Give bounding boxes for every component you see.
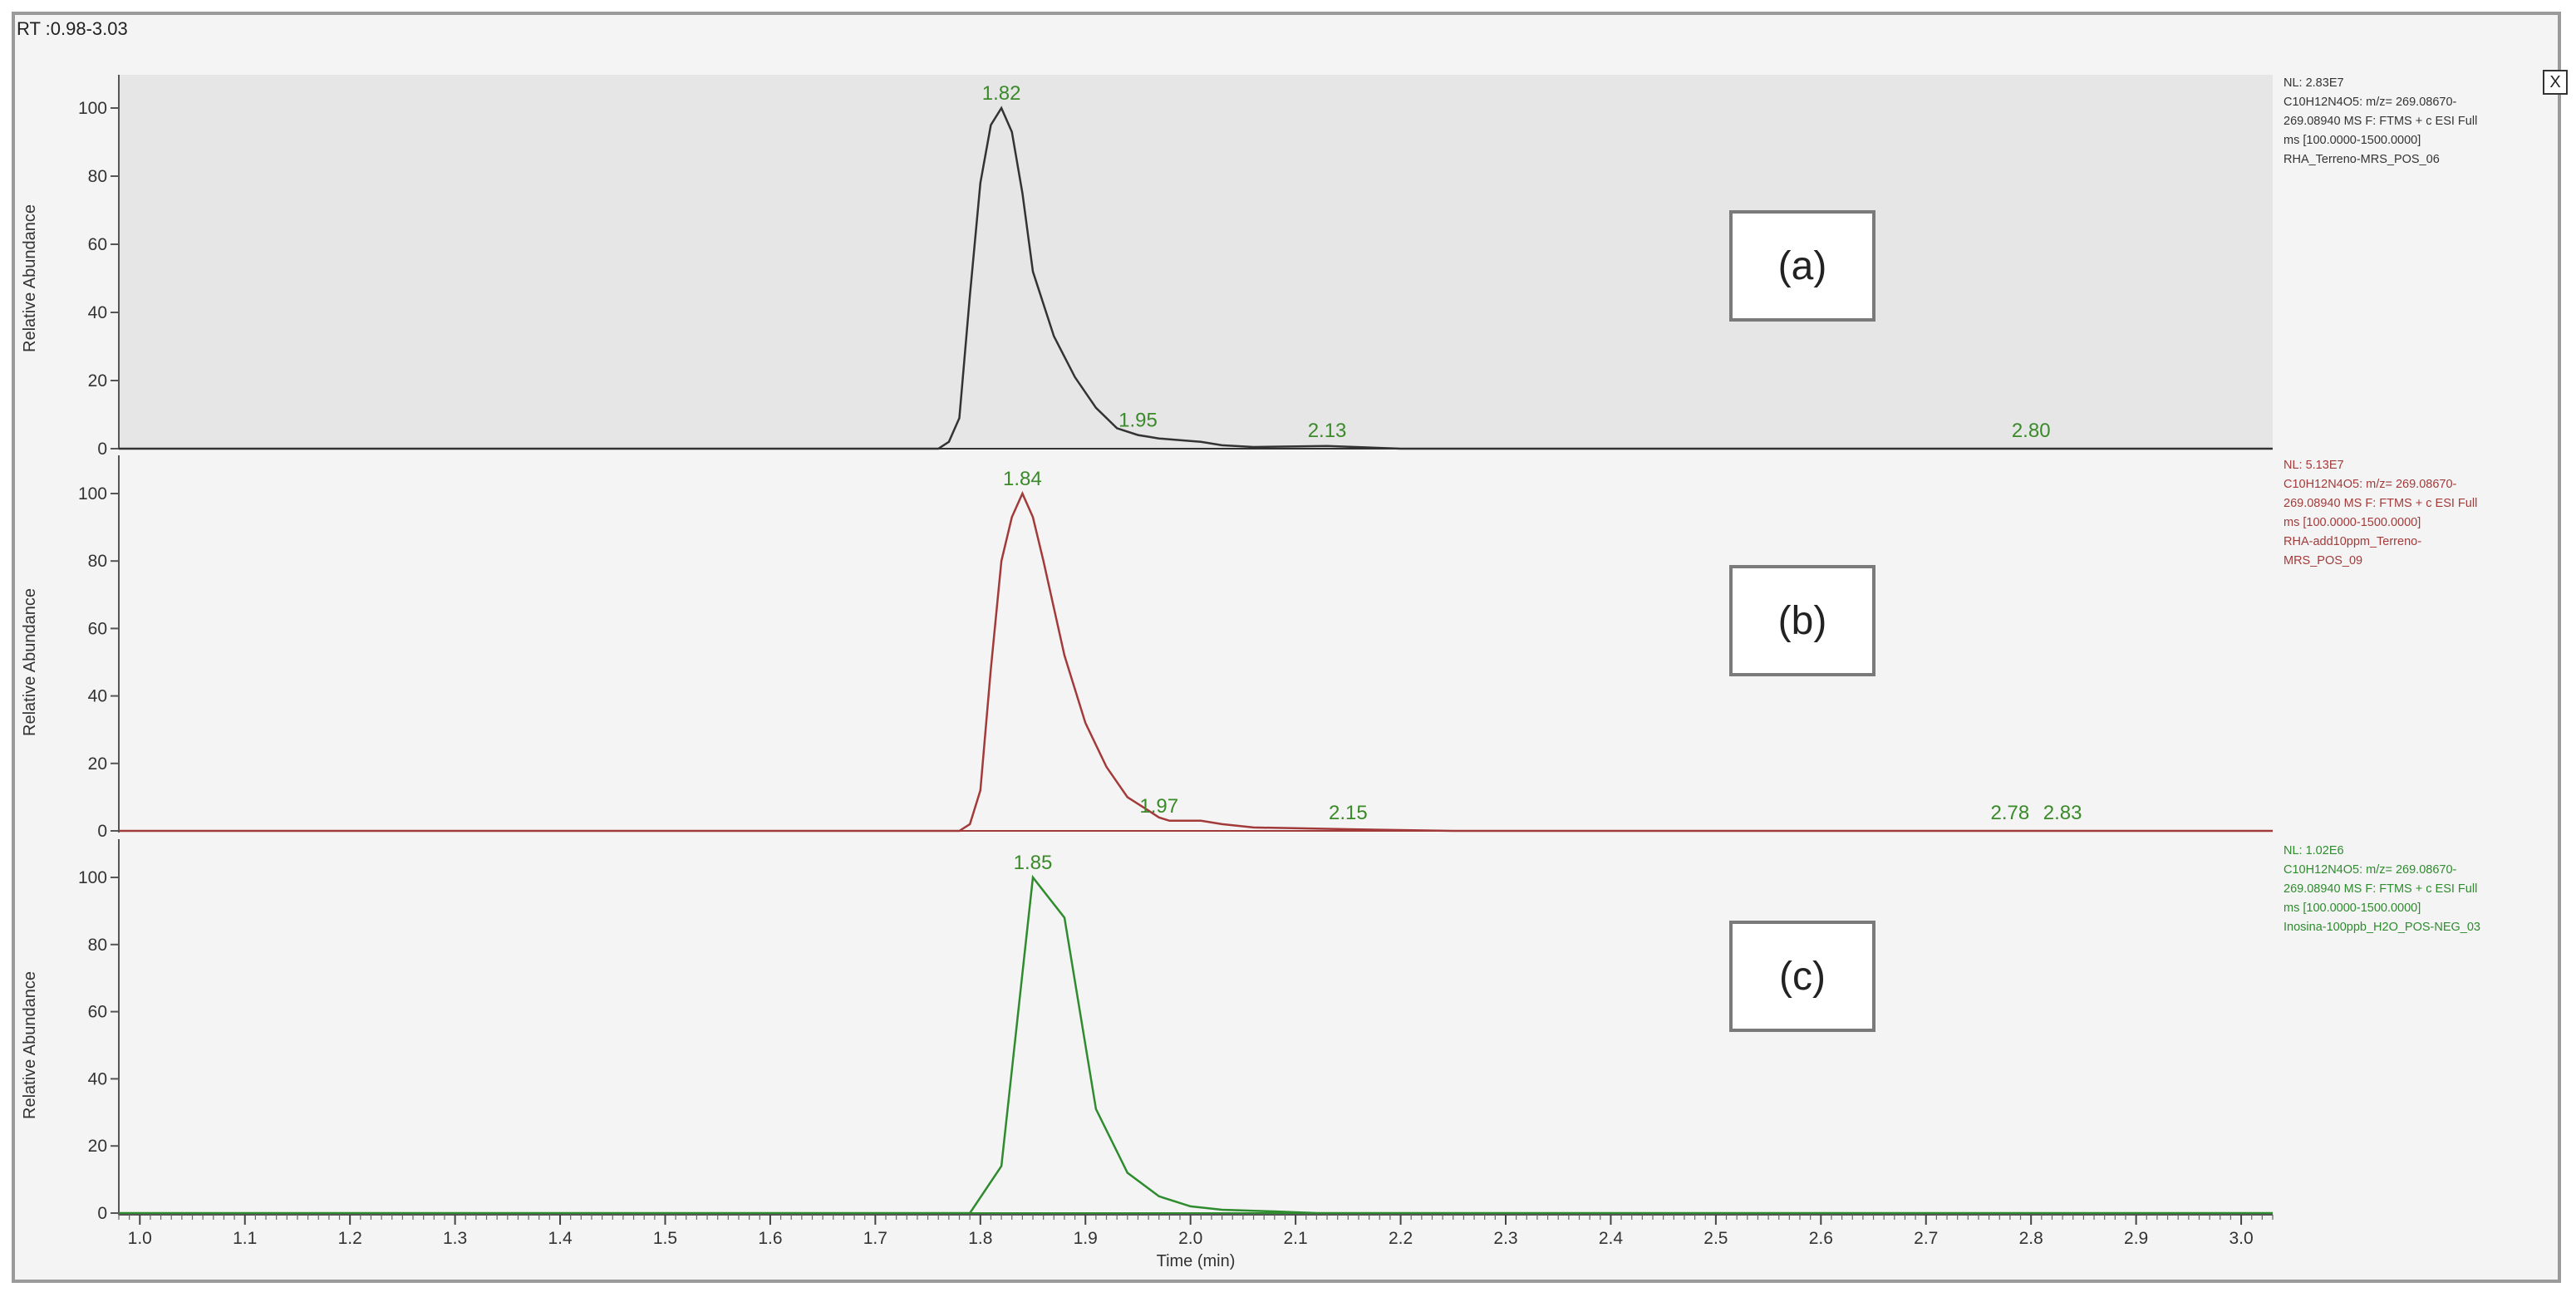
x-tick-label: 1.7	[863, 1229, 887, 1248]
y-tick-label: 100	[78, 99, 107, 118]
x-tick-label: 1.0	[128, 1229, 152, 1248]
peak-label: 1.82	[982, 82, 1021, 105]
info-line: RHA_Terreno-MRS_POS_06	[2283, 153, 2440, 166]
info-line: 269.08940 MS F: FTMS + c ESI Full	[2283, 882, 2477, 896]
y-tick-label: 20	[88, 1137, 107, 1156]
x-axis-title: Time (min)	[1157, 1252, 1236, 1270]
plot-background	[119, 75, 2273, 449]
y-axis-title: Relative Abundance	[21, 588, 39, 736]
x-tick-label: 1.1	[233, 1229, 257, 1248]
y-tick-label: 40	[88, 687, 107, 706]
x-tick-label: 1.8	[968, 1229, 992, 1248]
x-tick-label: 3.0	[2229, 1229, 2253, 1248]
info-line: 269.08940 MS F: FTMS + c ESI Full	[2283, 115, 2477, 128]
x-tick-label: 1.2	[338, 1229, 362, 1248]
x-tick-label: 1.9	[1074, 1229, 1098, 1248]
x-tick-label: 2.5	[1703, 1229, 1728, 1248]
info-line: NL: 1.02E6	[2283, 844, 2344, 857]
panel-tag: (b)	[1778, 599, 1827, 643]
series-line	[119, 874, 2273, 1215]
y-tick-label: 0	[97, 440, 107, 459]
y-tick-label: 100	[78, 868, 107, 887]
rt-range-label: RT :0.98-3.03	[17, 18, 128, 39]
y-tick-label: 60	[88, 1003, 107, 1022]
y-tick-label: 60	[88, 619, 107, 638]
peak-label: 1.95	[1118, 410, 1158, 432]
x-tick-label: 1.4	[548, 1229, 573, 1248]
y-axis-title: Relative Abundance	[21, 204, 39, 352]
x-axis: 1.0 1.1 1.2 1.3 1.4 1.5 1.6 1.7 1.8 1.9 2.0 2.1 2.2 2…	[118, 1214, 2274, 1270]
panel-2: 0 20 40 60 80 100 Relative Abundance 1.85 (c) NL:…	[21, 839, 2480, 1223]
y-tick-label: 60	[88, 235, 107, 254]
y-tick-label: 80	[88, 552, 107, 571]
x-tick-label: 2.9	[2124, 1229, 2148, 1248]
x-tick-label: 2.2	[1389, 1229, 1413, 1248]
series-line	[119, 106, 2273, 450]
y-tick-label: 80	[88, 936, 107, 955]
x-tick-label: 2.3	[1493, 1229, 1517, 1248]
info-line: C10H12N4O5: m/z= 269.08670-	[2283, 863, 2457, 877]
peak-label: 2.80	[2012, 420, 2051, 442]
info-line: NL: 2.83E7	[2283, 76, 2344, 90]
info-line: ms [100.0000-1500.0000]	[2283, 516, 2421, 529]
info-line: C10H12N4O5: m/z= 269.08670-	[2283, 478, 2457, 491]
info-line: 269.08940 MS F: FTMS + c ESI Full	[2283, 497, 2477, 510]
plot-background	[119, 455, 2273, 833]
panel-tag-box	[1729, 210, 1875, 322]
panel-1: 0 20 40 60 80 100 Relative Abundance 1.84 1.97 2.…	[21, 455, 2477, 841]
x-tick-label: 2.0	[1178, 1229, 1202, 1248]
y-tick-label: 0	[97, 822, 107, 841]
peak-label: 2.78	[1991, 802, 2030, 824]
panel-0: 0 20 40 60 80 100 Relative Abundance 1.82 1.95 2.…	[21, 75, 2477, 459]
panel-tag-box	[1729, 565, 1875, 676]
panel-tag-box	[1729, 921, 1875, 1032]
x-tick-label: 1.5	[653, 1229, 677, 1248]
y-tick-label: 80	[88, 167, 107, 186]
x-tick-label: 1.6	[758, 1229, 782, 1248]
x-tick-label: 2.6	[1809, 1229, 1833, 1248]
panel-tag: (a)	[1778, 244, 1827, 288]
y-tick-label: 100	[78, 484, 107, 504]
x-tick-label: 2.4	[1599, 1229, 1624, 1248]
info-line: C10H12N4O5: m/z= 269.08670-	[2283, 96, 2457, 109]
y-tick-label: 40	[88, 303, 107, 322]
x-tick-label: 2.7	[1914, 1229, 1938, 1248]
peak-label: 2.83	[2043, 802, 2082, 824]
panel-tag: (c)	[1779, 955, 1826, 999]
x-tick-label: 2.1	[1284, 1229, 1308, 1248]
peak-label: 1.84	[1003, 468, 1042, 490]
x-tick-label: 2.8	[2019, 1229, 2043, 1248]
info-line: Inosina-100ppb_H2O_POS-NEG_03	[2283, 921, 2480, 934]
info-line: ms [100.0000-1500.0000]	[2283, 134, 2421, 147]
close-button[interactable]: X	[2543, 70, 2568, 95]
peak-label: 2.15	[1329, 802, 1368, 824]
y-tick-label: 20	[88, 371, 107, 391]
plot-background	[119, 839, 2273, 1215]
info-line: NL: 5.13E7	[2283, 459, 2344, 472]
info-line: MRS_POS_09	[2283, 554, 2362, 567]
info-line: ms [100.0000-1500.0000]	[2283, 902, 2421, 915]
peak-label: 1.85	[1014, 852, 1053, 874]
peak-label: 1.97	[1139, 795, 1178, 818]
series-line	[119, 490, 2273, 833]
x-tick-label: 1.3	[443, 1229, 467, 1248]
y-tick-label: 40	[88, 1069, 107, 1088]
peak-label: 2.13	[1308, 420, 1347, 442]
y-axis-title: Relative Abundance	[21, 971, 39, 1119]
info-line: RHA-add10ppm_Terreno-	[2283, 535, 2421, 548]
y-tick-label: 20	[88, 754, 107, 774]
y-tick-label: 0	[97, 1204, 107, 1223]
